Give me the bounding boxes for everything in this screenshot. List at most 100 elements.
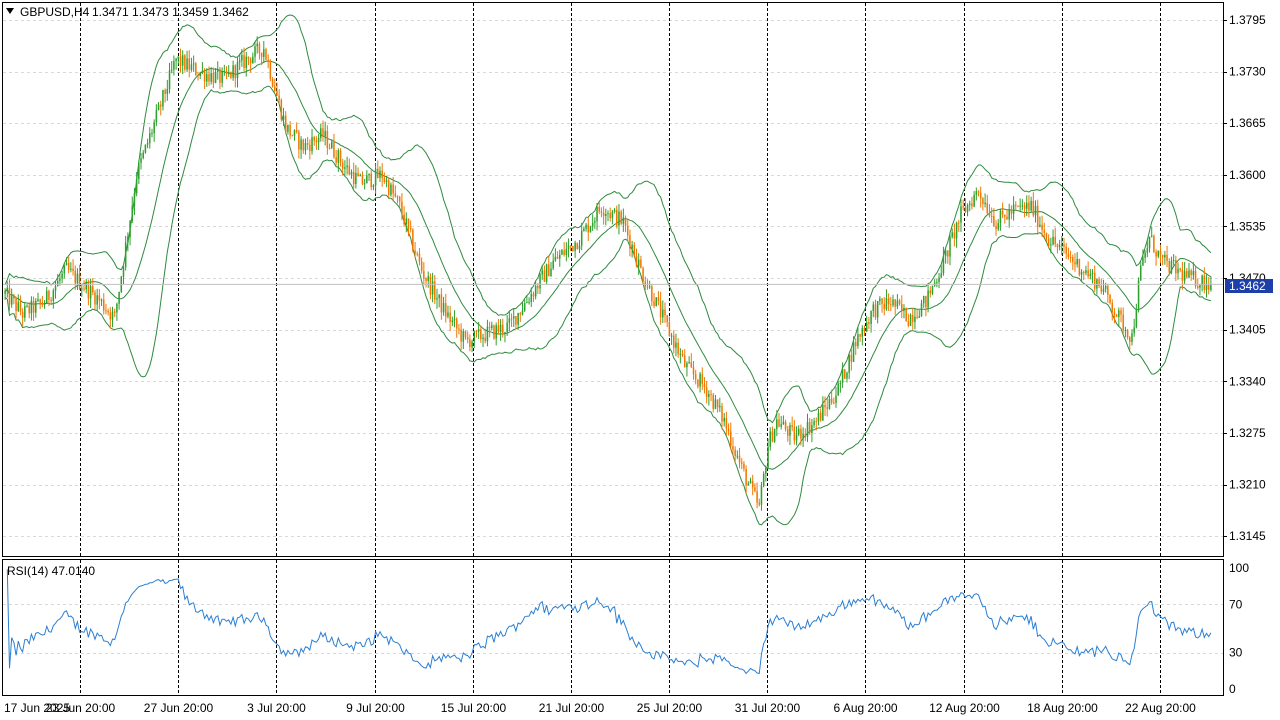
candle[interactable] <box>197 71 199 81</box>
candle[interactable] <box>1043 222 1046 238</box>
candle[interactable] <box>1100 278 1103 295</box>
candle[interactable] <box>512 308 515 327</box>
candle[interactable] <box>898 298 901 306</box>
candle[interactable] <box>616 205 618 229</box>
candle[interactable] <box>1034 200 1037 223</box>
candle[interactable] <box>181 50 184 75</box>
candle[interactable] <box>284 111 287 135</box>
candle[interactable] <box>844 368 846 380</box>
candle[interactable] <box>173 55 175 76</box>
candle[interactable] <box>622 208 625 232</box>
candle[interactable] <box>804 428 807 442</box>
candle[interactable] <box>1172 254 1175 266</box>
candle[interactable] <box>39 298 41 310</box>
candle[interactable] <box>269 59 272 82</box>
candle[interactable] <box>679 348 682 364</box>
candle[interactable] <box>140 153 142 170</box>
candle[interactable] <box>1159 244 1162 264</box>
candle[interactable] <box>1205 274 1208 298</box>
candle[interactable] <box>295 122 298 134</box>
candle[interactable] <box>170 61 173 74</box>
candle[interactable] <box>70 262 72 273</box>
candle[interactable] <box>635 248 638 268</box>
candle[interactable] <box>657 291 660 306</box>
candle[interactable] <box>541 265 543 280</box>
candle[interactable] <box>769 427 772 451</box>
candle[interactable] <box>929 286 932 298</box>
candle[interactable] <box>857 326 859 349</box>
candle[interactable] <box>1142 249 1144 266</box>
candle[interactable] <box>789 422 791 445</box>
candle[interactable] <box>179 48 182 73</box>
candle[interactable] <box>988 204 991 218</box>
candle[interactable] <box>548 256 550 277</box>
candle[interactable] <box>1203 267 1206 294</box>
candle[interactable] <box>491 321 493 331</box>
candle[interactable] <box>655 297 657 307</box>
candle[interactable] <box>885 289 888 311</box>
candle[interactable] <box>477 321 480 339</box>
candle[interactable] <box>142 149 144 160</box>
candle[interactable] <box>1199 283 1201 296</box>
candle[interactable] <box>1109 293 1111 305</box>
candle[interactable] <box>1201 274 1203 292</box>
candle[interactable] <box>1069 250 1072 263</box>
candle[interactable] <box>1183 262 1186 284</box>
candle[interactable] <box>552 253 554 271</box>
candle[interactable] <box>955 221 958 248</box>
candle[interactable] <box>118 291 120 310</box>
candle[interactable] <box>52 288 55 309</box>
candle[interactable] <box>254 42 256 63</box>
candle[interactable] <box>28 302 30 319</box>
candle[interactable] <box>1091 269 1094 284</box>
candle[interactable] <box>787 425 789 442</box>
candle[interactable] <box>289 121 291 140</box>
candle[interactable] <box>1056 243 1059 254</box>
candle[interactable] <box>484 328 486 344</box>
candle[interactable] <box>585 223 587 232</box>
candle[interactable] <box>1072 254 1074 271</box>
candle[interactable] <box>107 308 109 316</box>
candle[interactable] <box>896 294 899 309</box>
candle[interactable] <box>666 314 668 328</box>
candle[interactable] <box>416 251 419 257</box>
candle[interactable] <box>282 107 285 126</box>
candle[interactable] <box>449 305 451 332</box>
candle[interactable] <box>116 302 118 321</box>
candle[interactable] <box>346 156 348 175</box>
candle[interactable] <box>870 310 872 333</box>
candle[interactable] <box>949 231 951 266</box>
candle[interactable] <box>609 207 611 222</box>
candle[interactable] <box>911 307 914 330</box>
candle[interactable] <box>234 64 237 88</box>
candle[interactable] <box>153 119 155 142</box>
candle[interactable] <box>683 349 686 368</box>
candle[interactable] <box>501 318 504 338</box>
candle[interactable] <box>381 163 383 187</box>
candle[interactable] <box>567 238 570 258</box>
candle[interactable] <box>276 82 278 97</box>
candle[interactable] <box>841 362 844 388</box>
candle[interactable] <box>407 218 410 237</box>
candle[interactable] <box>776 410 778 437</box>
candle[interactable] <box>951 228 953 239</box>
candle[interactable] <box>1025 195 1028 217</box>
candle[interactable] <box>225 66 228 80</box>
candle[interactable] <box>260 52 263 65</box>
candle[interactable] <box>940 265 943 278</box>
candle[interactable] <box>688 356 690 364</box>
candle[interactable] <box>423 262 425 286</box>
candle[interactable] <box>1045 232 1048 242</box>
candle[interactable] <box>168 62 171 94</box>
candle[interactable] <box>418 248 421 266</box>
candle[interactable] <box>414 241 416 258</box>
candle[interactable] <box>4 288 6 300</box>
candle[interactable] <box>1179 267 1181 273</box>
candle[interactable] <box>232 60 234 81</box>
candle[interactable] <box>361 171 364 186</box>
candle[interactable] <box>431 272 434 303</box>
candle[interactable] <box>600 207 603 218</box>
candle[interactable] <box>999 209 1002 231</box>
candle[interactable] <box>710 390 712 402</box>
candle[interactable] <box>236 56 239 88</box>
